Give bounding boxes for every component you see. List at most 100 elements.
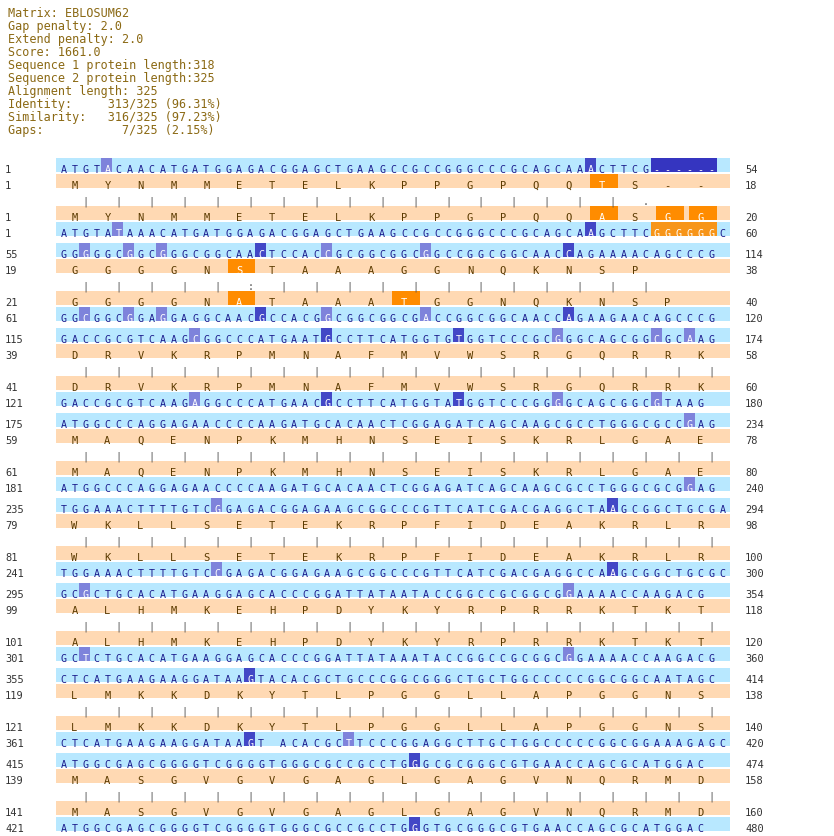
- Text: C: C: [631, 589, 638, 599]
- Text: C: C: [423, 165, 429, 175]
- Text: A: A: [138, 589, 143, 599]
- Text: G: G: [445, 759, 451, 769]
- Text: M: M: [401, 350, 407, 360]
- Text: M: M: [269, 383, 275, 393]
- Text: N: N: [565, 775, 572, 785]
- Text: T: T: [72, 674, 78, 684]
- Text: |: |: [313, 282, 319, 292]
- Text: P: P: [500, 181, 506, 191]
- Text: G: G: [709, 250, 715, 260]
- Text: G: G: [390, 229, 396, 239]
- Text: C: C: [522, 165, 528, 175]
- Text: G: G: [697, 229, 704, 239]
- Text: V: V: [533, 807, 539, 817]
- Text: |: |: [445, 282, 451, 292]
- Text: A: A: [676, 399, 681, 409]
- Text: G: G: [401, 722, 407, 732]
- Text: -: -: [654, 165, 660, 175]
- Text: G: G: [565, 383, 572, 393]
- Text: C: C: [379, 420, 385, 430]
- Text: G: G: [643, 568, 649, 579]
- Text: A: A: [302, 568, 308, 579]
- Text: A: A: [170, 420, 176, 430]
- Text: T: T: [93, 165, 99, 175]
- Text: A: A: [588, 165, 594, 175]
- Text: G: G: [478, 229, 484, 239]
- Bar: [56, 563, 730, 576]
- Text: A: A: [368, 298, 374, 308]
- Text: |: |: [510, 536, 517, 547]
- Text: T: T: [72, 165, 78, 175]
- Bar: [244, 668, 255, 682]
- Text: G: G: [456, 589, 462, 599]
- Text: Q: Q: [599, 383, 605, 393]
- Text: C: C: [500, 653, 506, 663]
- Text: A: A: [522, 420, 528, 430]
- Text: G: G: [522, 674, 528, 684]
- Text: C: C: [544, 334, 550, 344]
- Text: |: |: [247, 791, 254, 801]
- Text: G: G: [654, 504, 660, 514]
- Bar: [695, 159, 706, 173]
- Text: 98: 98: [745, 520, 757, 530]
- Text: A: A: [193, 653, 198, 663]
- Text: C: C: [445, 229, 451, 239]
- Text: C: C: [599, 165, 605, 175]
- Text: G: G: [555, 504, 560, 514]
- Text: G: G: [665, 334, 671, 344]
- Text: P: P: [500, 605, 506, 615]
- Text: A: A: [236, 589, 242, 599]
- Text: C: C: [577, 759, 583, 769]
- Text: V: V: [434, 350, 440, 360]
- Text: A: A: [357, 420, 363, 430]
- Text: E: E: [697, 467, 704, 477]
- Text: C: C: [456, 823, 462, 833]
- Text: P: P: [565, 722, 572, 732]
- Text: G: G: [313, 653, 319, 663]
- Text: A: A: [148, 229, 154, 239]
- Text: A: A: [291, 674, 297, 684]
- Text: C: C: [588, 334, 594, 344]
- Text: |: |: [115, 196, 122, 207]
- Text: R: R: [533, 637, 539, 647]
- Text: G: G: [423, 568, 429, 579]
- Text: T: T: [467, 420, 473, 430]
- Bar: [606, 563, 618, 576]
- Text: |: |: [214, 706, 220, 716]
- Text: C: C: [313, 759, 319, 769]
- Text: 415: 415: [5, 759, 23, 769]
- Text: G: G: [61, 334, 67, 344]
- Text: A: A: [72, 334, 78, 344]
- Text: |: |: [544, 366, 550, 377]
- Text: C: C: [104, 483, 110, 493]
- Bar: [56, 477, 730, 492]
- Text: G: G: [302, 759, 308, 769]
- Bar: [56, 329, 730, 343]
- Text: S: S: [203, 520, 209, 530]
- Text: C: C: [643, 674, 649, 684]
- Text: K: K: [533, 467, 539, 477]
- Text: A: A: [368, 266, 374, 276]
- Text: A: A: [236, 250, 242, 260]
- Bar: [56, 244, 730, 257]
- Text: A: A: [127, 229, 133, 239]
- Text: G: G: [379, 568, 385, 579]
- Text: C: C: [346, 759, 352, 769]
- Text: M: M: [104, 722, 111, 732]
- Text: G: G: [478, 250, 484, 260]
- Text: Gap penalty: 2.0: Gap penalty: 2.0: [8, 20, 122, 33]
- Text: K: K: [236, 722, 243, 732]
- Text: G: G: [544, 165, 550, 175]
- Text: 141: 141: [5, 807, 23, 817]
- Text: C: C: [522, 334, 528, 344]
- Bar: [56, 461, 730, 476]
- Bar: [56, 753, 730, 767]
- Text: K: K: [269, 436, 275, 446]
- Text: M: M: [170, 637, 177, 647]
- Text: L: L: [138, 520, 143, 530]
- Text: G: G: [412, 823, 418, 833]
- Text: |: |: [478, 451, 484, 461]
- Text: C: C: [236, 420, 242, 430]
- Text: C: C: [412, 674, 418, 684]
- Text: T: T: [434, 504, 440, 514]
